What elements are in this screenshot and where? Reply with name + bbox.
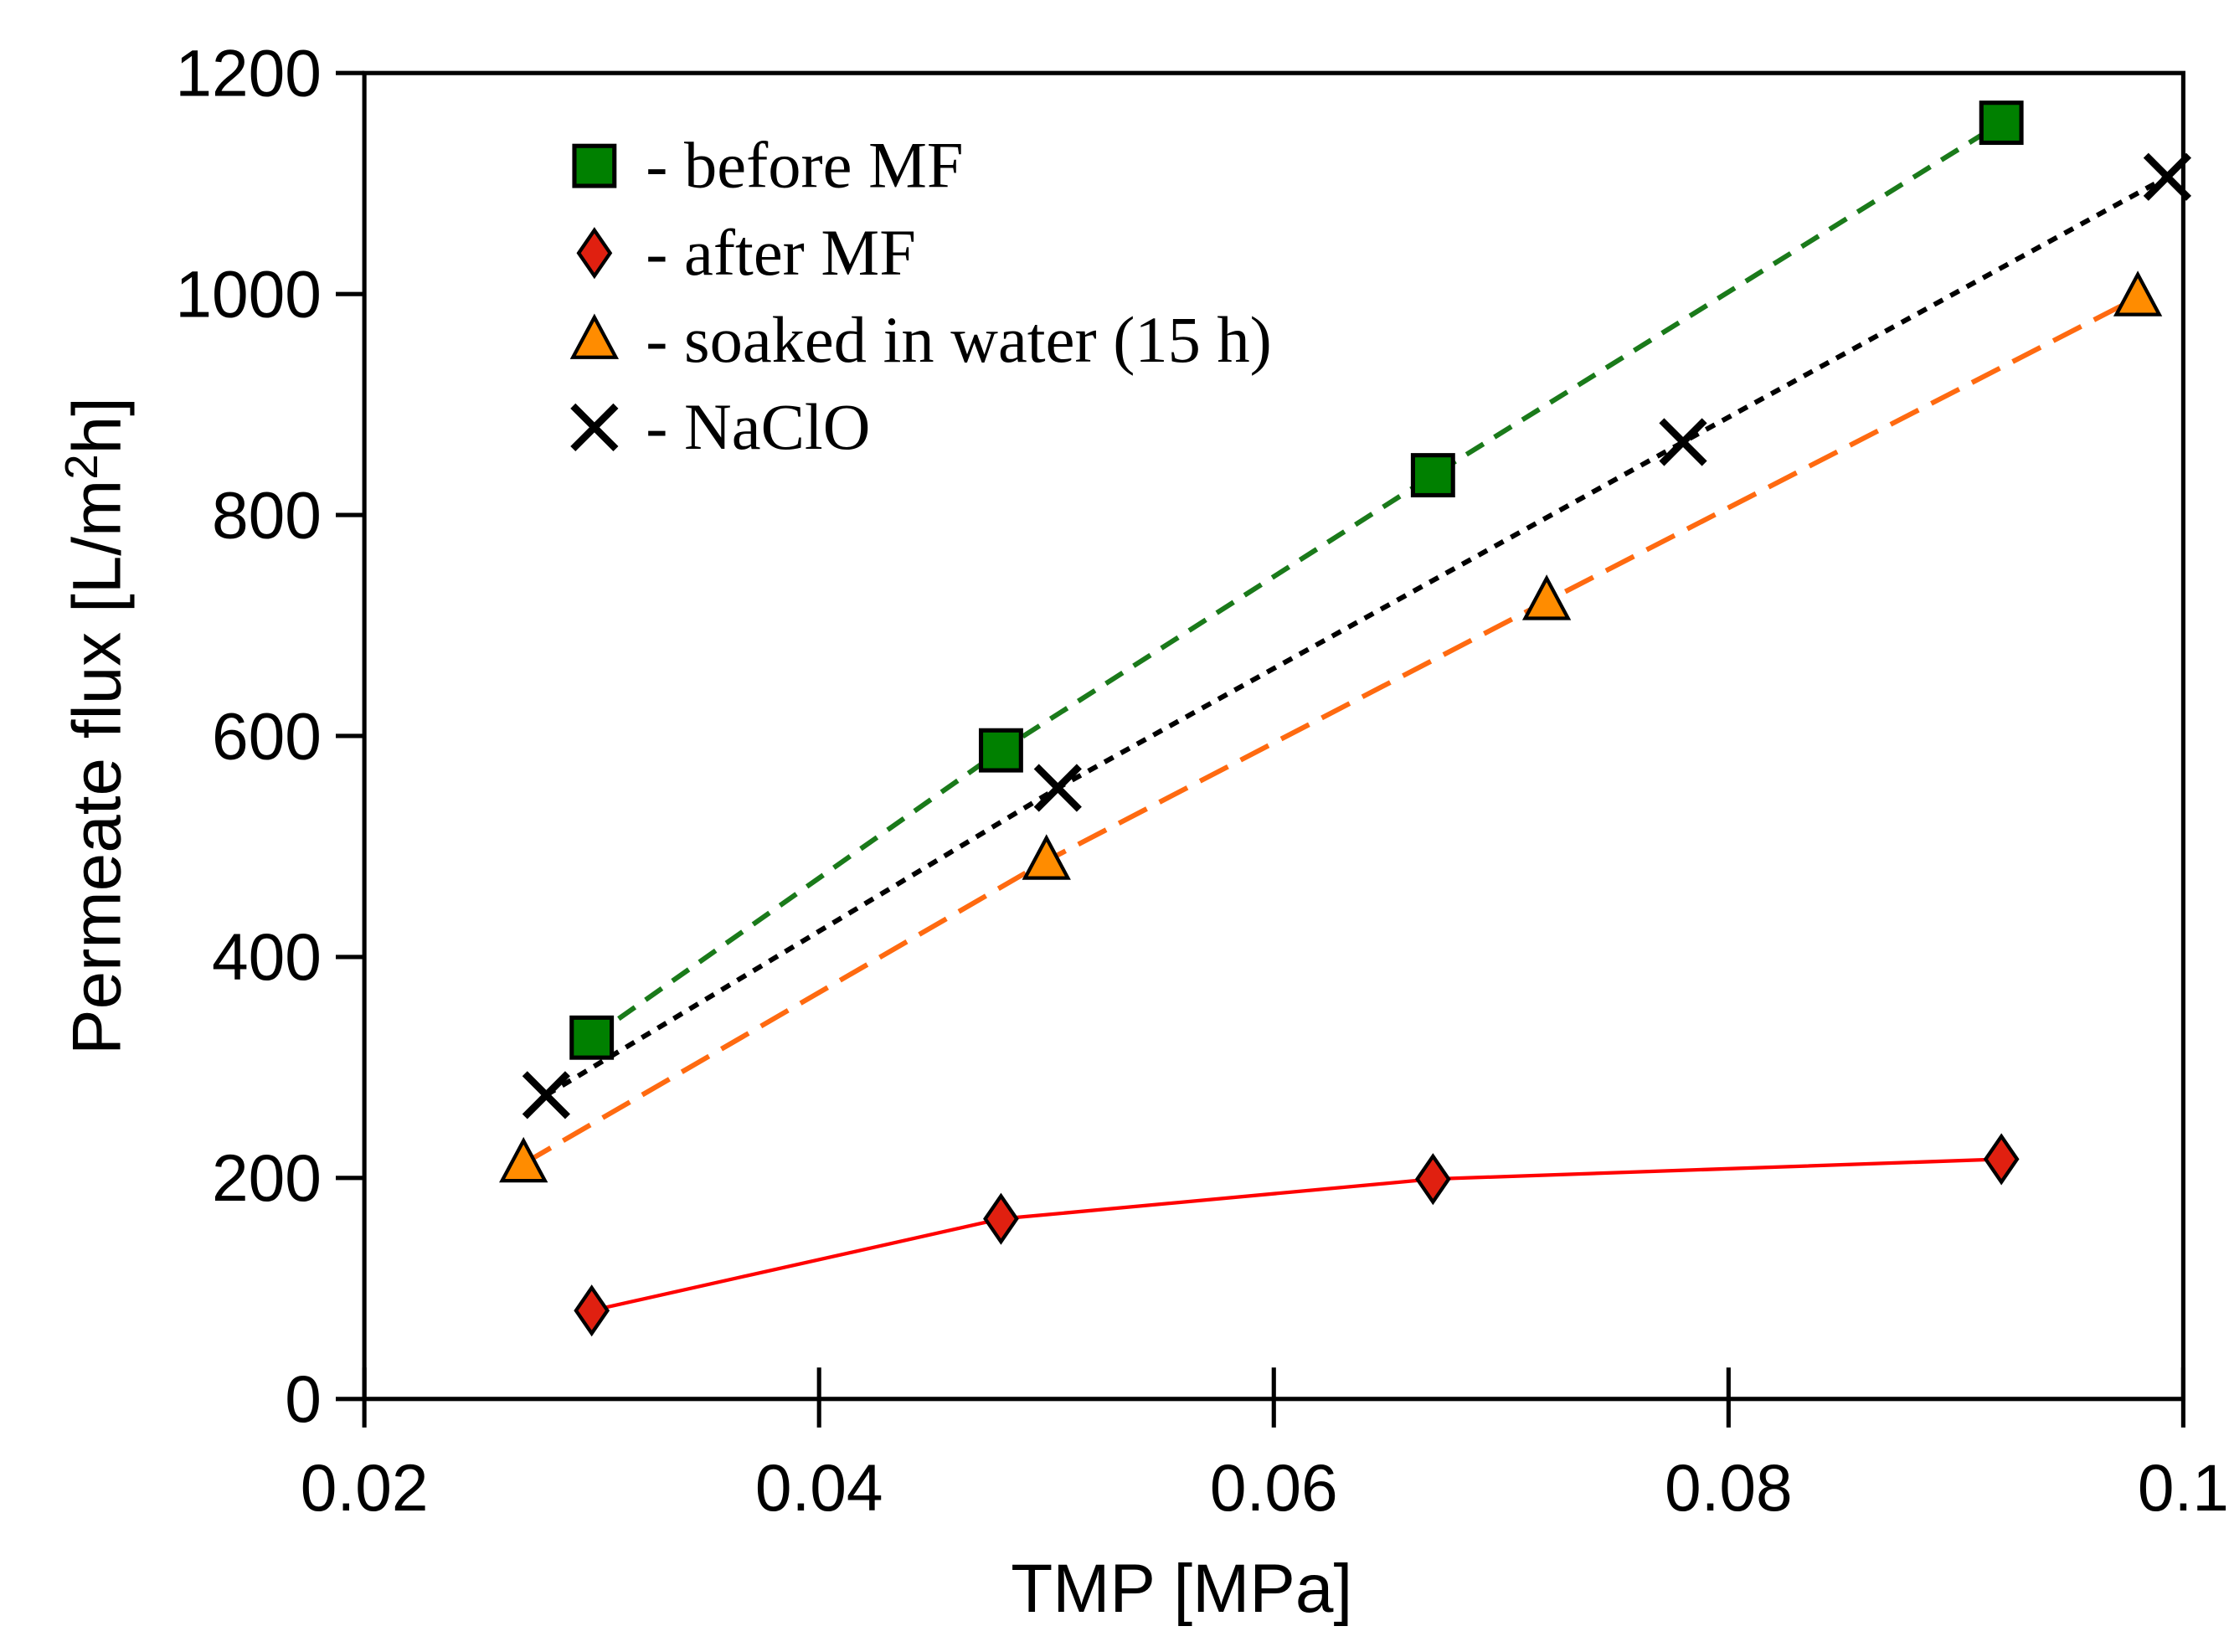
legend: - before MF - after MF - soaked in water (… xyxy=(569,129,1272,463)
legend-label: - soaked in water (15 h) xyxy=(646,303,1272,376)
x-tick-label: 0.02 xyxy=(301,1451,429,1525)
plot-frame xyxy=(362,70,2185,1402)
x-axis-label: TMP [MPa] xyxy=(1011,1551,1352,1627)
data-point-square xyxy=(1979,100,2024,146)
legend-x-icon xyxy=(570,403,619,452)
legend-diamond-icon xyxy=(576,227,613,280)
data-point-x xyxy=(2143,152,2192,201)
data-point-diamond xyxy=(1414,1153,1451,1206)
axes: 0.02 0.04 0.06 0.08 0.1 0 200 400 600 800 1000 1200 xyxy=(175,37,2229,1525)
data-point-diamond xyxy=(574,1284,610,1337)
x-tick-label: 0.06 xyxy=(1210,1451,1338,1525)
y-tick-label: 200 xyxy=(212,1141,322,1215)
data-point-square xyxy=(569,1015,615,1060)
data-point-triangle xyxy=(499,1136,548,1183)
data-point-diamond xyxy=(983,1192,1019,1245)
y-label-sup: 2 xyxy=(56,454,107,479)
data-point-diamond xyxy=(1983,1133,2020,1186)
data-point-triangle xyxy=(2113,270,2163,317)
x-tick-label: 0.1 xyxy=(2138,1451,2229,1525)
series-line-3 xyxy=(544,174,2169,1098)
x-tick-label: 0.04 xyxy=(755,1451,883,1525)
y-tick-label: 1200 xyxy=(175,37,322,111)
legend-label: - NaClO xyxy=(646,390,870,463)
x-tick-label: 0.08 xyxy=(1665,1451,1793,1525)
y-tick-label: 800 xyxy=(212,478,322,552)
data-point-triangle xyxy=(1022,834,1071,880)
y-tick-label: 400 xyxy=(212,920,322,994)
series-line-1 xyxy=(591,1157,2002,1313)
y-tick-label: 0 xyxy=(285,1362,322,1436)
legend-triangle-icon xyxy=(569,313,620,359)
y-label-end: h] xyxy=(59,397,135,454)
data-point-x xyxy=(1659,418,1707,466)
data-point-square xyxy=(1410,453,1455,498)
y-tick-label: 600 xyxy=(212,699,322,773)
y-axis-label: Permeate flux [L/m2h] xyxy=(56,397,135,1055)
series-lines xyxy=(522,121,2169,1313)
y-tick-label: 1000 xyxy=(175,257,322,331)
legend-label: - before MF xyxy=(646,129,963,202)
data-point-triangle xyxy=(1521,574,1572,620)
data-point-x xyxy=(1033,764,1082,812)
y-label-main: Permeate flux [L/m xyxy=(59,480,135,1055)
series-line-0 xyxy=(589,121,2003,1040)
data-point-x xyxy=(522,1071,570,1119)
legend-label: - after MF xyxy=(646,216,916,289)
legend-square-icon xyxy=(572,143,617,188)
series-line-2 xyxy=(522,295,2139,1166)
series-markers xyxy=(499,100,2192,1337)
data-point-square xyxy=(978,728,1023,773)
